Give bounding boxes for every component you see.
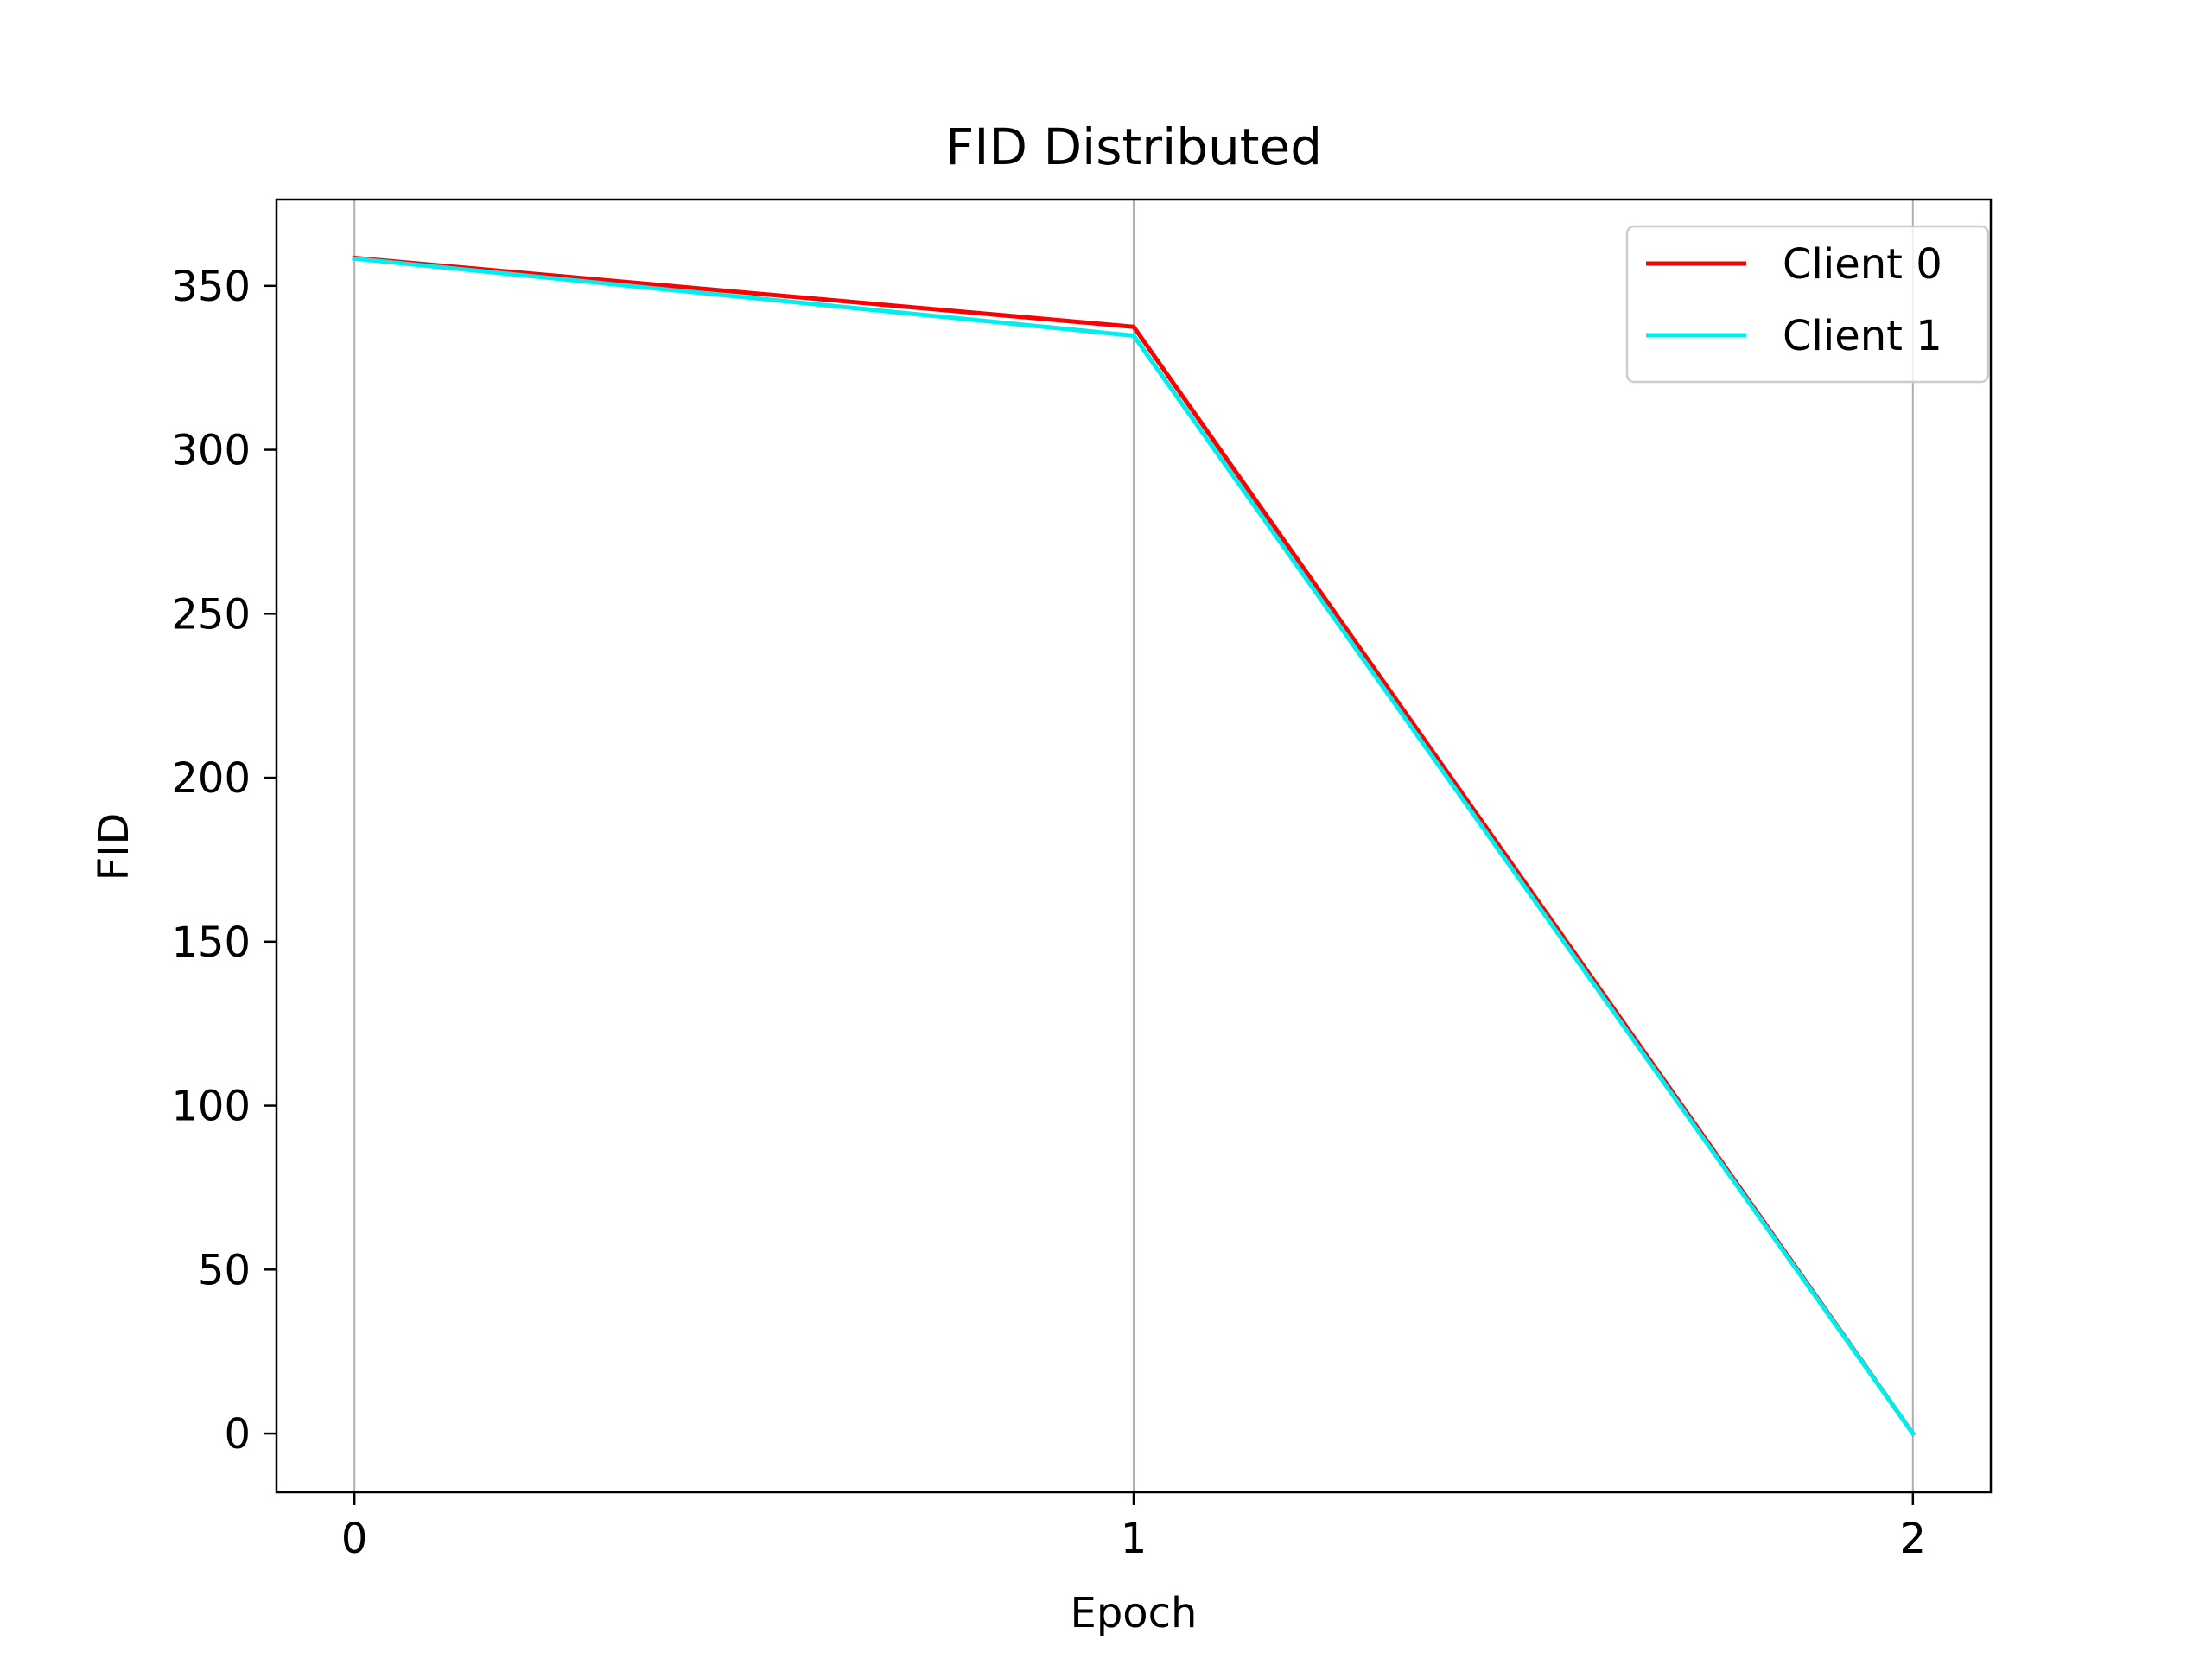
y-tick-label-200: 200 — [171, 754, 251, 803]
series-line-client-1 — [352, 256, 1916, 1437]
y-tick-label-350: 350 — [171, 263, 251, 311]
grid-lines — [353, 200, 1914, 1492]
y-tick-label-100: 100 — [171, 1083, 251, 1131]
y-tick-label-300: 300 — [171, 427, 251, 475]
y-tick-label-150: 150 — [171, 918, 251, 967]
legend-label-client-0: Client 0 — [1783, 240, 1942, 289]
y-axis: 0 50 100 150 200 250 300 350 — [171, 263, 276, 1459]
chart-title: FID Distributed — [945, 118, 1322, 176]
x-tick-label-1: 1 — [1121, 1515, 1147, 1563]
x-axis: 0 1 2 — [341, 1492, 1926, 1563]
y-tick-label-250: 250 — [171, 590, 251, 639]
x-tick-label-2: 2 — [1900, 1515, 1927, 1563]
legend: Client 0 Client 1 — [1625, 225, 1990, 384]
y-axis-label: FID — [90, 813, 138, 881]
y-tick-label-0: 0 — [224, 1410, 251, 1459]
y-tick-label-50: 50 — [198, 1246, 251, 1294]
x-axis-label: Epoch — [1071, 1589, 1198, 1637]
x-tick-label-0: 0 — [341, 1515, 368, 1563]
series-lines — [352, 255, 1916, 1437]
legend-label-client-1: Client 1 — [1783, 312, 1942, 360]
